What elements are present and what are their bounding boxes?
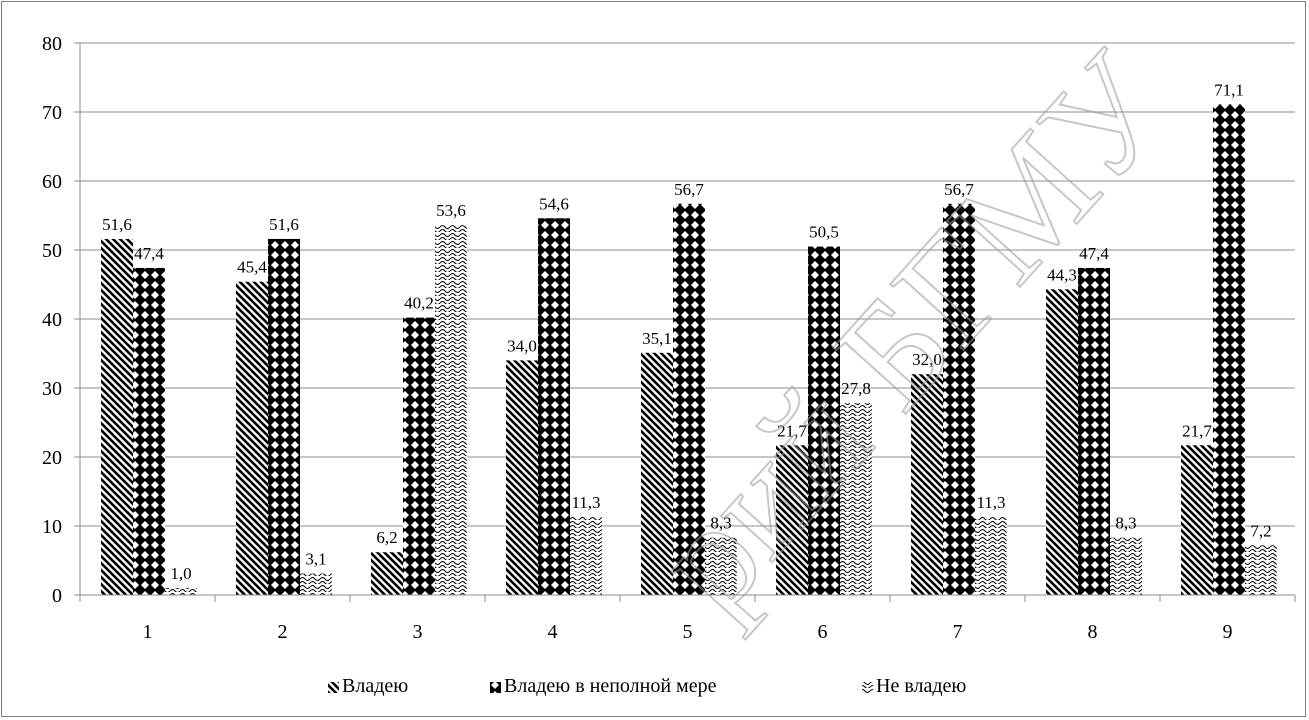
y-tick-label: 80 (42, 33, 62, 55)
bar-series-2-cat-3 (403, 317, 435, 595)
y-tick-label: 40 (42, 309, 62, 331)
y-tick-label: 70 (42, 102, 62, 124)
x-tick-label: 3 (413, 621, 423, 643)
x-axis: 1 2 3 4 5 6 7 8 9 (79, 594, 1296, 643)
bar-series-3-cat-2 (300, 573, 332, 595)
data-label: 27,8 (841, 379, 871, 398)
bar-series-2-cat-7 (943, 203, 975, 595)
data-label: 11,3 (571, 493, 600, 512)
x-tick-label: 2 (278, 621, 288, 643)
data-labels: 51,647,41,045,451,63,16,240,253,634,054,… (102, 80, 1272, 583)
data-label: 54,6 (539, 194, 569, 213)
x-tick-label: 4 (548, 621, 558, 643)
legend-swatch (328, 682, 339, 693)
bar-series-2-cat-9 (1213, 104, 1245, 595)
legend-swatch (490, 682, 501, 693)
bar-series-1-cat-9 (1181, 445, 1213, 595)
bar-series-3-cat-9 (1245, 545, 1277, 595)
bar-series-1-cat-5 (641, 352, 673, 595)
data-label: 11,3 (976, 493, 1005, 512)
data-label: 8,3 (1115, 514, 1136, 533)
y-axis: 0 10 20 30 40 50 60 70 80 (42, 33, 81, 607)
data-label: 7,2 (1250, 521, 1271, 540)
bar-series-1-cat-2 (236, 281, 268, 595)
data-label: 21,7 (1182, 421, 1212, 440)
y-tick-label: 10 (42, 516, 62, 538)
legend-label: Не владею (876, 675, 966, 697)
bar-series-3-cat-8 (1110, 537, 1142, 595)
data-label: 53,6 (436, 201, 466, 220)
bar-series-3-cat-6 (840, 403, 872, 595)
x-tick-label: 9 (1223, 621, 1233, 643)
bar-series-3-cat-4 (570, 517, 602, 595)
data-label: 45,4 (237, 258, 267, 277)
y-tick-label: 50 (42, 240, 62, 262)
data-label: 47,4 (1079, 244, 1109, 263)
x-tick-label: 7 (953, 621, 963, 643)
x-tick-label: 8 (1088, 621, 1098, 643)
y-tick-label: 20 (42, 447, 62, 469)
legend: Владею Владею в неполной мере Не владею (328, 675, 966, 697)
bar-series-2-cat-4 (538, 218, 570, 595)
bar-series-3-cat-5 (705, 537, 737, 595)
bar-series-1-cat-6 (776, 445, 808, 595)
bar-series-3-cat-3 (435, 225, 467, 595)
data-label: 32,0 (912, 350, 942, 369)
data-label: 3,1 (305, 550, 326, 569)
data-label: 34,0 (507, 336, 537, 355)
bar-series-2-cat-1 (133, 267, 165, 595)
bar-series-2-cat-8 (1078, 267, 1110, 595)
data-label: 6,2 (376, 528, 397, 547)
data-label: 40,2 (404, 294, 434, 313)
y-tick-label: 0 (52, 585, 62, 607)
bar-series-2-cat-6 (808, 246, 840, 596)
y-tick-label: 60 (42, 171, 62, 193)
bar-series-3-cat-7 (975, 517, 1007, 595)
legend-label: Владею в неполной мере (504, 675, 717, 697)
data-label: 51,6 (269, 215, 299, 234)
data-label: 8,3 (710, 514, 731, 533)
bar-series-3-cat-1 (165, 588, 197, 595)
bar-series-2-cat-5 (673, 203, 705, 595)
data-label: 44,3 (1047, 265, 1077, 284)
data-label: 1,0 (170, 564, 191, 583)
data-label: 56,7 (944, 180, 974, 199)
legend-label: Владею (342, 675, 408, 697)
x-tick-label: 6 (818, 621, 828, 643)
bar-series-1-cat-4 (506, 360, 538, 595)
bar-series-1-cat-1 (101, 238, 133, 595)
legend-swatch (862, 682, 873, 693)
data-label: 50,5 (809, 223, 839, 242)
data-label: 47,4 (134, 244, 164, 263)
bar-series-1-cat-3 (371, 552, 403, 595)
data-label: 35,1 (642, 329, 672, 348)
y-tick-label: 30 (42, 378, 62, 400)
data-label: 56,7 (674, 180, 704, 199)
x-tick-label: 5 (683, 621, 693, 643)
x-tick-label: 1 (143, 621, 153, 643)
bars (101, 104, 1277, 596)
bar-series-2-cat-2 (268, 238, 300, 595)
bar-series-1-cat-8 (1046, 289, 1078, 595)
data-label: 71,1 (1214, 80, 1244, 99)
bar-series-1-cat-7 (911, 374, 943, 595)
data-label: 21,7 (777, 421, 807, 440)
data-label: 51,6 (102, 215, 132, 234)
